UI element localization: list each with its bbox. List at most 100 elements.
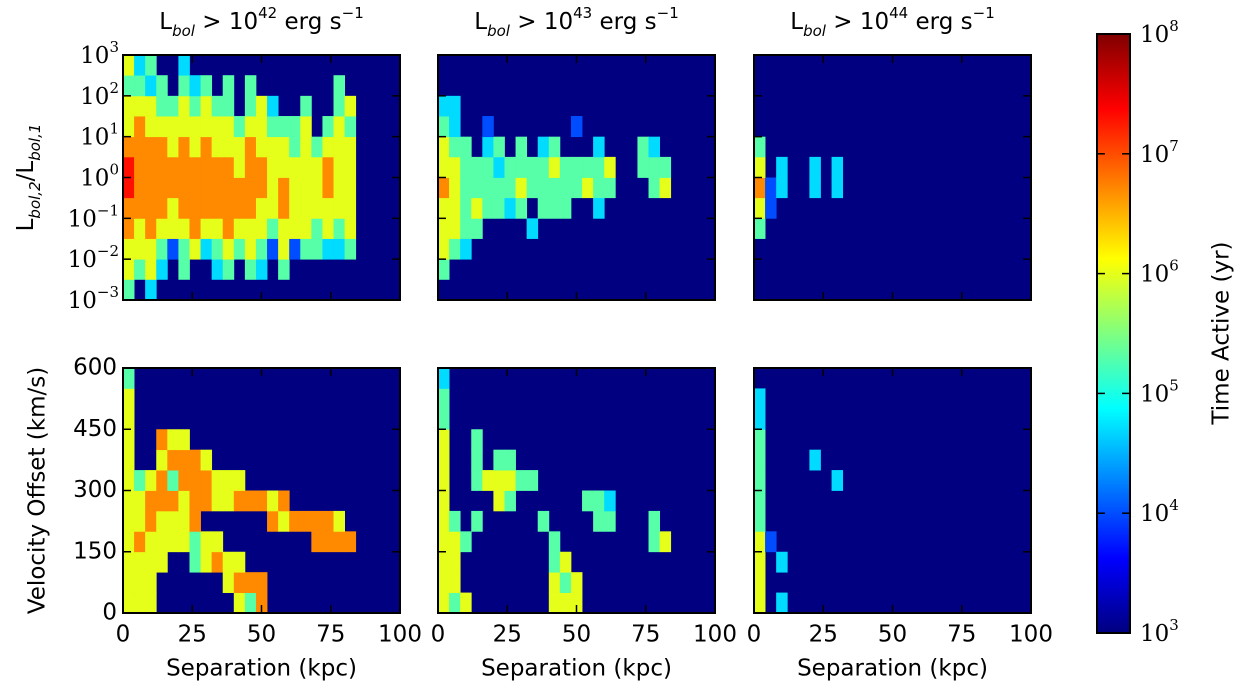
heatmap-cell [189,510,201,532]
heatmap-cell [460,197,472,219]
heatmap-cell [134,259,146,280]
heatmap-cell [244,156,257,178]
heatmap-cell [438,449,450,471]
heatmap-cell [570,156,583,178]
heatmap-cell [754,551,766,573]
heatmap-cell [659,177,672,199]
heatmap-cell [537,177,550,199]
heatmap-cell [548,156,561,178]
heatmap-cell [123,116,135,138]
heatmap-cell [134,470,146,491]
heatmap-cell [156,116,168,138]
heatmap-cell [134,177,146,199]
heatmap-cell [200,75,213,97]
heatmap-cell [449,136,461,158]
heatmap-cell [178,429,190,451]
heatmap-cell [145,197,157,219]
heatmap-cell [438,95,450,117]
heatmap-cell [344,95,357,117]
heatmap-cell [267,136,279,158]
heatmap-cell [604,510,616,532]
heatmap-cell [167,449,179,471]
heatmap-cell [211,177,224,199]
heatmap-cell [460,238,472,260]
colorbar-tick-label: 103 [1140,616,1179,647]
heatmap-cell [438,551,450,573]
heatmap-cell [438,592,450,614]
heatmap-cell [637,156,649,178]
heatmap-cell [244,592,257,614]
heatmap-cell [648,156,660,178]
heatmap-cell [189,156,201,178]
heatmap-cell [145,156,157,178]
y-tick-label: 10−2 [68,242,119,273]
heatmap-cell [189,531,201,553]
heatmap-cell [537,156,550,178]
heatmap-cell [123,136,135,158]
heatmap-cell [233,177,246,199]
heatmap-cell [278,116,290,138]
heatmap-cell [145,259,157,280]
heatmap-cell [267,197,279,219]
text-part: L [474,9,487,35]
heatmap-cell [482,136,494,158]
heatmap-cell [156,429,168,451]
heatmap-cell [156,95,168,117]
heatmap-cell [145,55,157,76]
heatmap-cell [776,592,788,614]
heatmap-cell [289,238,301,260]
text-part: bol,1 [26,124,44,161]
heatmap-cell [123,572,135,593]
heatmap-cell [178,197,190,219]
text-part: L [790,9,803,35]
heatmap-cell [211,238,224,260]
y-axis-label: Lbol,2/Lbol,1 [13,124,44,232]
heatmap-cell [178,75,190,97]
heatmap-cell [438,470,450,491]
heatmap-cell [278,218,290,239]
x-tick-label: 75 [631,622,660,648]
heatmap-cell [289,156,301,178]
heatmap-cell [333,238,345,260]
heatmap-cell [438,429,450,451]
heatmap-cell [255,95,268,117]
heatmap-cell [449,551,461,573]
heatmap-cell [460,156,472,178]
heatmap-cell [123,510,135,532]
heatmap-cell [449,572,461,593]
heatmap-cell [438,531,450,553]
heatmap-cell [311,177,323,199]
heatmap-cell [493,197,505,219]
heatmap-cell [438,368,450,389]
heatmap-cell [438,408,450,430]
heatmap-cell [189,238,201,260]
heatmap-cell [145,218,157,239]
heatmap-cell [570,592,583,614]
heatmap-cell [178,55,190,76]
heatmap-cell [559,592,572,614]
heatmap-cell [123,156,135,178]
heatmap-cell [582,177,594,199]
heatmap-cell [537,136,550,158]
heatmap-cell [200,449,213,471]
text-part: 43 [573,4,592,22]
heatmap-cell [178,177,190,199]
heatmap-cell [776,551,788,573]
heatmap-cell [211,259,224,280]
heatmap-cell [278,136,290,158]
heatmap-cell [289,218,301,239]
y-tick-label: 103 [80,38,119,69]
heatmap-cell [189,95,201,117]
heatmap-cell [123,408,135,430]
heatmap-cell [167,218,179,239]
heatmap-cell [333,531,345,553]
heatmap-cell [300,116,312,138]
heatmap-cell [156,75,168,97]
heatmap-cell [123,429,135,451]
heatmap-cell [145,116,157,138]
heatmap-cell [167,429,179,451]
heatmap-cell [200,490,213,512]
heatmap-cell [504,177,516,199]
heatmap-cell [167,136,179,158]
